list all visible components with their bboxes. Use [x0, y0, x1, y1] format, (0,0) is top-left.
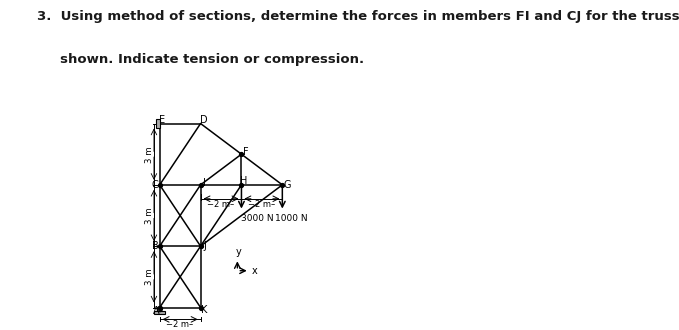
Text: A: A [153, 306, 160, 316]
FancyBboxPatch shape [154, 312, 166, 314]
FancyBboxPatch shape [156, 119, 160, 128]
Text: y: y [236, 247, 241, 257]
Text: −2 m–: −2 m– [207, 200, 235, 210]
Text: 3000 N: 3000 N [242, 214, 274, 223]
Text: 1000 N: 1000 N [275, 214, 308, 223]
Text: D: D [200, 115, 208, 125]
Text: 3.  Using method of sections, determine the forces in members FI and CJ for the : 3. Using method of sections, determine t… [37, 10, 679, 23]
Text: G: G [283, 180, 291, 190]
Text: 3 m: 3 m [145, 269, 153, 285]
Text: 3 m: 3 m [145, 146, 153, 162]
Text: B: B [152, 241, 159, 251]
Text: x: x [251, 266, 257, 276]
Text: I: I [203, 178, 206, 188]
Text: 3 m: 3 m [145, 207, 153, 224]
Text: E: E [159, 115, 165, 125]
Text: H: H [240, 176, 247, 186]
Text: −2 m–: −2 m– [166, 320, 194, 329]
Text: C: C [152, 180, 159, 190]
Text: F: F [243, 147, 249, 157]
Text: K: K [202, 305, 208, 314]
Text: −2 m–: −2 m– [249, 200, 276, 210]
Text: shown. Indicate tension or compression.: shown. Indicate tension or compression. [37, 53, 365, 66]
Text: J: J [203, 241, 206, 251]
